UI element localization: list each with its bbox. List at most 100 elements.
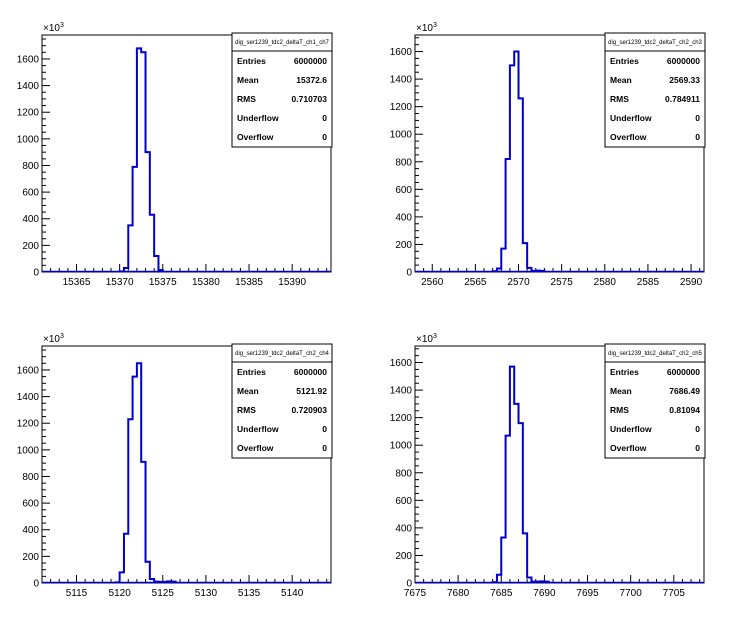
y-tick-label: 0: [406, 579, 412, 590]
x-tick-label: 2585: [637, 277, 660, 288]
stat-value: 0: [695, 132, 700, 142]
stat-label: Overflow: [237, 132, 274, 142]
x-tick-label: 7680: [447, 588, 470, 599]
x-tick-label: 2565: [464, 277, 487, 288]
y-tick-label: 1600: [17, 54, 40, 65]
stats-box: dig_ser1239_tdc2_deltaT_ch2_ch4 Entries 60…: [231, 343, 333, 459]
histogram-line: [491, 50, 546, 273]
y-tick-label: 400: [22, 214, 39, 225]
histogram-panel: 0 200 400 600 800 1000 1200 1400 1600 5115 5120 512…: [17, 333, 333, 599]
stat-label: Entries: [610, 56, 639, 66]
x-tick-label: 2590: [680, 277, 703, 288]
x-tick-label: 7700: [620, 588, 643, 599]
stat-label: Entries: [237, 367, 266, 377]
y-tick-label: 1600: [390, 47, 413, 58]
stat-label: Mean: [237, 75, 259, 85]
histogram-panel: 0 200 400 600 800 1000 1200 1400 1600 15365 15370 1…: [17, 22, 333, 288]
stat-value: 6000000: [667, 56, 700, 66]
stat-value: 0: [322, 424, 327, 434]
x-tick-label: 7695: [576, 588, 599, 599]
x-tick-label: 7705: [663, 588, 686, 599]
y-tick-label: 600: [22, 188, 39, 199]
stat-value: 0.720903: [292, 405, 328, 415]
x-tick-label: 7690: [533, 588, 556, 599]
x-tick-label: 15385: [235, 277, 263, 288]
y-tick-label: 1000: [17, 445, 40, 456]
stats-box: dig_ser1239_tdc2_deltaT_ch1_ch7 Entries 60…: [231, 32, 333, 148]
x-tick-label: 15365: [63, 277, 91, 288]
stat-value: 0: [695, 113, 700, 123]
stats-box-title: dig_ser1239_tdc2_deltaT_ch1_ch7: [235, 40, 329, 46]
histogram-panel: 0 200 400 600 800 1000 1200 1400 1600 7675 7680 768…: [390, 333, 706, 599]
stat-label: RMS: [610, 405, 629, 415]
stat-label: RMS: [610, 94, 629, 104]
stat-value: 0: [322, 443, 327, 453]
y-tick-label: 200: [395, 551, 412, 562]
y-tick-label: 1200: [390, 413, 413, 424]
stat-value: 6000000: [294, 367, 327, 377]
stat-value: 6000000: [667, 367, 700, 377]
histogram-line: [118, 47, 164, 273]
stat-label: RMS: [237, 405, 256, 415]
x-tick-label: 5140: [281, 588, 304, 599]
y-exponent-label: ×103: [43, 22, 64, 34]
y-tick-label: 800: [395, 157, 412, 168]
x-tick-label: 5130: [195, 588, 218, 599]
y-tick-label: 1400: [390, 386, 413, 397]
x-tick-label: 2560: [421, 277, 444, 288]
y-tick-label: 1600: [390, 358, 413, 369]
x-tick-label: 7685: [490, 588, 513, 599]
y-tick-label: 1400: [17, 81, 40, 92]
stats-box-title: dig_ser1239_tdc2_deltaT_ch2_ch5: [608, 351, 702, 357]
stat-label: Underflow: [237, 424, 279, 434]
y-tick-label: 0: [33, 579, 39, 590]
y-tick-label: 200: [22, 552, 39, 563]
y-tick-label: 1400: [390, 75, 413, 86]
y-tick-label: 800: [22, 472, 39, 483]
y-exponent-label: ×103: [43, 333, 64, 345]
y-tick-label: 1200: [390, 102, 413, 113]
x-tick-label: 5120: [109, 588, 132, 599]
stat-label: Overflow: [237, 443, 274, 453]
stat-label: RMS: [237, 94, 256, 104]
histogram-line: [491, 365, 550, 584]
x-tick-label: 2580: [594, 277, 617, 288]
stats-box-title: dig_ser1239_tdc2_deltaT_ch2_ch3: [608, 40, 702, 46]
stat-value: 2569.33: [669, 75, 700, 85]
x-tick-label: 2575: [551, 277, 574, 288]
x-tick-label: 5125: [152, 588, 175, 599]
y-tick-label: 1000: [17, 134, 40, 145]
y-tick-label: 1200: [17, 108, 40, 119]
x-tick-label: 15375: [149, 277, 177, 288]
histogram-panel: 0 200 400 600 800 1000 1200 1400 1600 2560 2565 257…: [390, 22, 706, 288]
stat-value: 0.784911: [665, 94, 700, 104]
x-tick-label: 2570: [507, 277, 530, 288]
stats-box-frame: [604, 343, 706, 459]
y-tick-label: 600: [395, 496, 412, 507]
stats-box-frame: [231, 32, 333, 148]
stat-value: 7686.49: [669, 386, 700, 396]
y-tick-label: 400: [22, 525, 39, 536]
stats-box-title: dig_ser1239_tdc2_deltaT_ch2_ch4: [235, 351, 329, 357]
x-tick-label: 15370: [106, 277, 134, 288]
stat-label: Entries: [237, 56, 266, 66]
y-tick-label: 0: [406, 268, 412, 279]
stat-label: Mean: [237, 386, 259, 396]
x-tick-label: 15380: [192, 277, 220, 288]
stat-label: Underflow: [610, 113, 652, 123]
x-tick-label: 15390: [278, 277, 306, 288]
y-tick-label: 1000: [390, 441, 413, 452]
stats-box-frame: [604, 32, 706, 148]
stat-value: 0: [322, 113, 327, 123]
y-tick-label: 1200: [17, 419, 40, 430]
stat-value: 5121.92: [296, 386, 327, 396]
y-tick-label: 1400: [17, 392, 40, 403]
y-exponent-label: ×103: [416, 22, 437, 34]
histogram-line: [114, 362, 177, 584]
y-tick-label: 0: [33, 268, 39, 279]
y-tick-label: 600: [22, 499, 39, 510]
y-tick-label: 400: [395, 212, 412, 223]
stat-label: Overflow: [610, 443, 647, 453]
x-tick-label: 5115: [66, 588, 88, 599]
